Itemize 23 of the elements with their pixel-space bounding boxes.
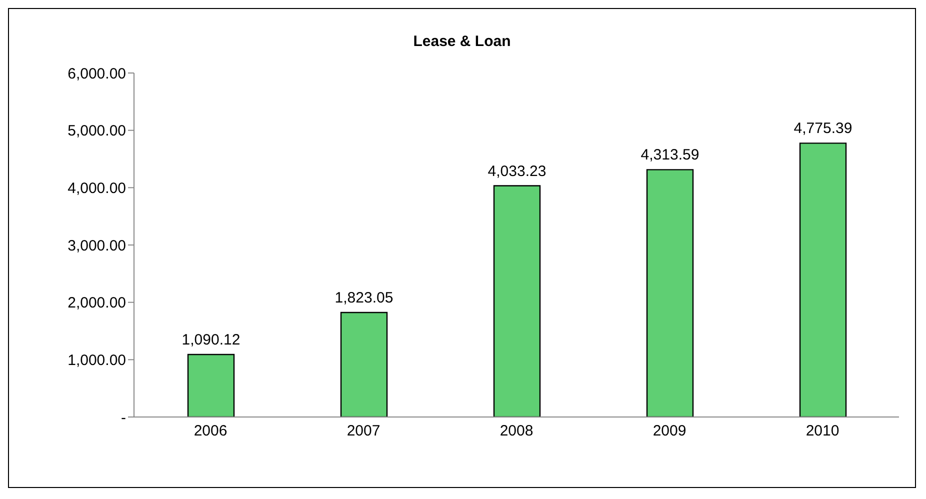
data-label: 1,823.05: [334, 289, 394, 306]
bar: [187, 354, 235, 417]
y-tick-label: -: [121, 409, 126, 426]
x-tick-label: 2010: [806, 422, 840, 440]
y-tick-label: 2,000.00: [68, 294, 126, 312]
data-label: 4,033.23: [488, 162, 546, 180]
x-tick-label: 2008: [500, 422, 534, 440]
y-tick-label: 1,000.00: [68, 352, 126, 369]
data-label: 4,313.59: [640, 146, 700, 164]
y-tick-label: 3,000.00: [68, 237, 126, 254]
chart-title: Lease & Loan: [412, 32, 512, 52]
data-label: 4,775.39: [794, 120, 852, 138]
bar: [340, 312, 388, 417]
y-tick-label: 6,000.00: [68, 65, 126, 82]
y-tick-label: 4,000.00: [68, 180, 126, 197]
bar: [799, 142, 847, 417]
bar: [493, 185, 541, 417]
x-tick-label: 2006: [194, 422, 228, 440]
bar: [646, 169, 694, 417]
x-tick-label: 2009: [652, 422, 686, 440]
x-tick-label: 2007: [346, 422, 380, 440]
y-tick-label: 5,000.00: [68, 122, 126, 140]
data-label: 1,090.12: [182, 332, 240, 348]
